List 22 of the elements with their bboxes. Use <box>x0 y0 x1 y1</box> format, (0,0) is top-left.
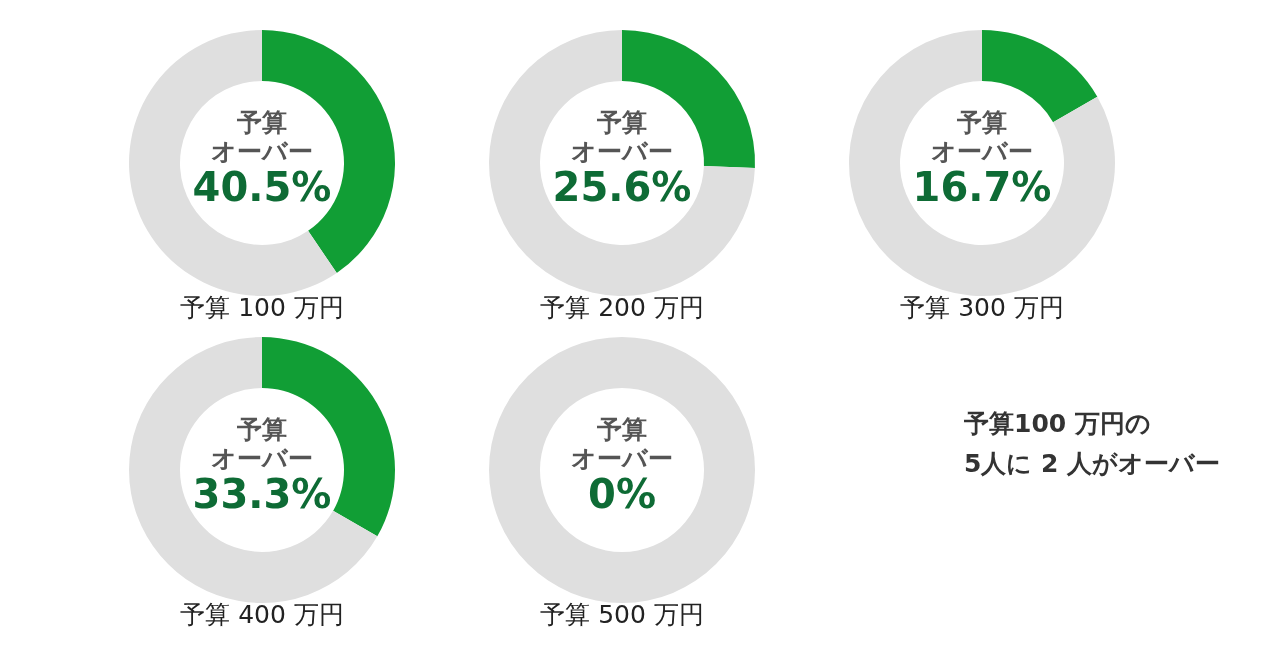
slice-label: 予算オーバー <box>931 108 1033 166</box>
slice-label: 予算オーバー <box>571 108 673 166</box>
slice-label: 予算オーバー <box>211 108 313 166</box>
text: 予算100 万円の <box>963 409 1151 438</box>
text: 予算 400 万円 <box>180 600 344 629</box>
category-label: 予算オーバー <box>571 415 673 473</box>
donut-slice <box>849 30 1115 296</box>
data-label: 40.5% <box>192 164 332 210</box>
donut-slice <box>129 337 378 603</box>
text: 予算 500 万円 <box>540 600 704 629</box>
text: 0% <box>588 471 656 517</box>
donut-slice <box>489 30 755 296</box>
donut-slice <box>622 30 755 169</box>
text: 予算 200 万円 <box>540 293 704 322</box>
data-label: 25.6% <box>552 164 692 210</box>
text: 予算 300 万円 <box>900 293 1064 322</box>
text: 予算 100 万円 <box>180 293 344 322</box>
slice-label: 予算オーバー <box>211 415 313 473</box>
donut-slice <box>129 30 337 296</box>
data-label: 33.3% <box>192 471 332 517</box>
data-label: 16.7% <box>912 164 1052 210</box>
text: 5人に 2 人がオーバー <box>964 449 1221 478</box>
